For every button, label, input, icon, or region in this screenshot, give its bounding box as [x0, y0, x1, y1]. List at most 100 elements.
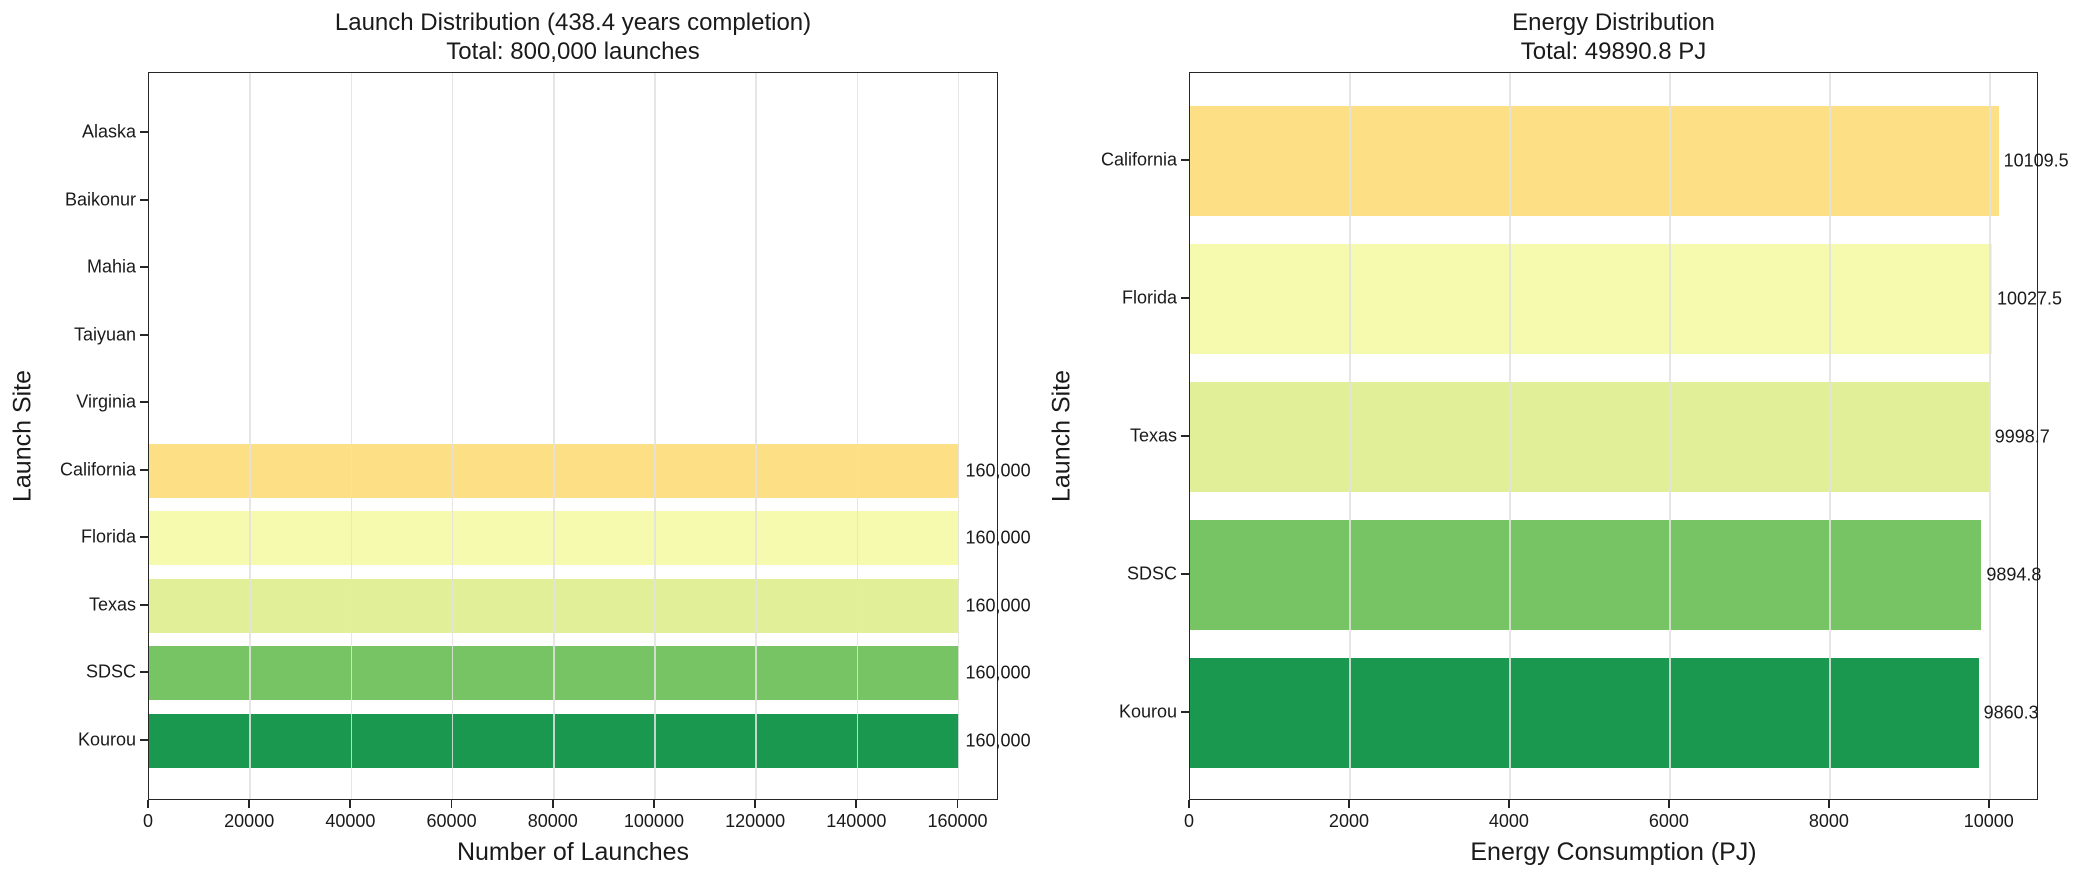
x-tick-label: 40000: [325, 811, 376, 831]
y-axis-label: Launch Site: [1047, 369, 1076, 503]
y-tick-label-taiyuan: Taiyuan: [73, 324, 136, 345]
x-tick: [1987, 800, 1990, 808]
y-tick: [140, 738, 148, 741]
x-tick: [1667, 800, 1670, 808]
chart-title: Energy Distribution Total: 49890.8 PJ: [1189, 8, 2038, 66]
y-tick: [140, 198, 148, 201]
y-tick: [1181, 297, 1189, 300]
x-gridline: [957, 73, 960, 799]
x-gridline: [755, 73, 757, 799]
y-tick: [140, 333, 148, 336]
y-tick: [140, 671, 148, 674]
x-gridline: [553, 73, 555, 799]
chart-title-line1: Energy Distribution: [1512, 9, 1715, 36]
bar-california: [1190, 106, 1999, 217]
plot-area: 160,000 160,000 160,000 160,000 160,000: [148, 72, 1031, 800]
x-tick: [1188, 800, 1190, 808]
bar-florida: [1190, 243, 1992, 355]
x-tick: [450, 800, 453, 808]
y-tick: [140, 536, 148, 539]
bar-value-label: 160,000: [965, 595, 1031, 616]
x-tick: [147, 800, 149, 808]
x-tick: [754, 800, 757, 808]
x-gridline: [249, 73, 251, 799]
x-tick-label: 160000: [927, 811, 988, 831]
chart-title-line1: Launch Distribution (438.4 years complet…: [334, 9, 812, 36]
x-gridline: [1349, 73, 1351, 799]
y-tick-label-kourou: Kourou: [1118, 701, 1177, 722]
chart-title-line2: Total: 49890.8 PJ: [1520, 38, 1707, 65]
x-gridline: [1669, 73, 1671, 799]
bar-value-label: 10027.5: [1997, 288, 2063, 309]
x-tick-label: 100000: [623, 811, 684, 831]
x-axis-label: Energy Consumption (PJ): [1470, 838, 1757, 866]
chart-title: Launch Distribution (438.4 years complet…: [148, 8, 998, 66]
x-tick-label: 10000: [1963, 811, 2014, 831]
bar-value-label: 160,000: [965, 662, 1031, 683]
y-tick: [1181, 159, 1189, 162]
x-tick: [1827, 800, 1830, 808]
bar-value-label: 9860.3: [1983, 702, 2039, 723]
x-tick: [349, 800, 352, 808]
y-tick-label-california: California: [1100, 149, 1177, 170]
y-tick: [1181, 710, 1189, 713]
y-tick-label-texas: Texas: [1129, 425, 1177, 446]
y-tick-label-kourou: Kourou: [77, 729, 136, 750]
x-tick-label: 0: [142, 811, 154, 831]
y-tick-label-texas: Texas: [88, 594, 136, 615]
x-axis-label: Number of Launches: [456, 838, 690, 866]
x-tick: [956, 800, 959, 808]
y-tick: [140, 468, 148, 471]
chart-title-line2: Total: 800,000 launches: [446, 38, 700, 65]
x-gridline: [350, 73, 353, 799]
plot-area: 10109.5 10027.5 9998.7 9894.8 9860.3: [1189, 72, 2069, 800]
bar-kourou: [1190, 657, 1979, 768]
y-tick-label-florida: Florida: [1121, 287, 1177, 308]
bar-value-label: 9998.7: [1994, 426, 2050, 447]
x-tick: [653, 800, 655, 808]
x-tick: [855, 800, 858, 808]
x-gridline: [1989, 73, 1991, 799]
x-tick: [248, 800, 251, 808]
y-tick-label-sdsc: SDSC: [85, 661, 136, 682]
y-tick-label-mahia: Mahia: [86, 256, 136, 277]
x-gridline: [654, 73, 656, 799]
x-tick-label: 80000: [527, 811, 578, 831]
x-tick-label: 60000: [426, 811, 477, 831]
y-tick-label-sdsc: SDSC: [1126, 563, 1177, 584]
x-tick: [1348, 800, 1350, 808]
x-tick: [1508, 800, 1510, 808]
y-tick: [1181, 572, 1189, 575]
x-gridline: [856, 73, 859, 799]
x-tick: [551, 800, 554, 808]
y-tick-label-florida: Florida: [80, 526, 136, 547]
bar-value-label: 9894.8: [1986, 564, 2042, 585]
y-tick: [140, 266, 148, 269]
bar-value-label: 160,000: [965, 730, 1031, 751]
bar-value-label: 160,000: [965, 460, 1031, 481]
x-tick-label: 120000: [725, 811, 786, 831]
y-tick-label-alaska: Alaska: [81, 121, 136, 142]
y-tick: [1181, 435, 1189, 437]
bar-value-label: 10109.5: [2003, 150, 2069, 171]
x-tick-label: 140000: [826, 811, 887, 831]
x-tick-label: 0: [1183, 811, 1195, 831]
bar-value-label: 160,000: [965, 527, 1031, 548]
x-gridline: [1829, 73, 1831, 799]
x-tick-label: 2000: [1328, 811, 1369, 831]
y-tick-label-california: California: [59, 459, 136, 480]
x-tick-label: 8000: [1808, 811, 1849, 831]
y-tick: [140, 603, 148, 606]
y-tick-label-baikonur: Baikonur: [64, 189, 136, 210]
x-tick-label: 20000: [224, 811, 275, 831]
y-tick: [140, 401, 148, 404]
y-tick: [140, 131, 148, 133]
y-tick-label-virginia: Virginia: [76, 391, 136, 412]
x-gridline: [451, 73, 454, 799]
bar-texas: [1190, 381, 1990, 493]
x-tick-label: 4000: [1488, 811, 1529, 831]
bar-sdsc: [1190, 519, 1982, 631]
